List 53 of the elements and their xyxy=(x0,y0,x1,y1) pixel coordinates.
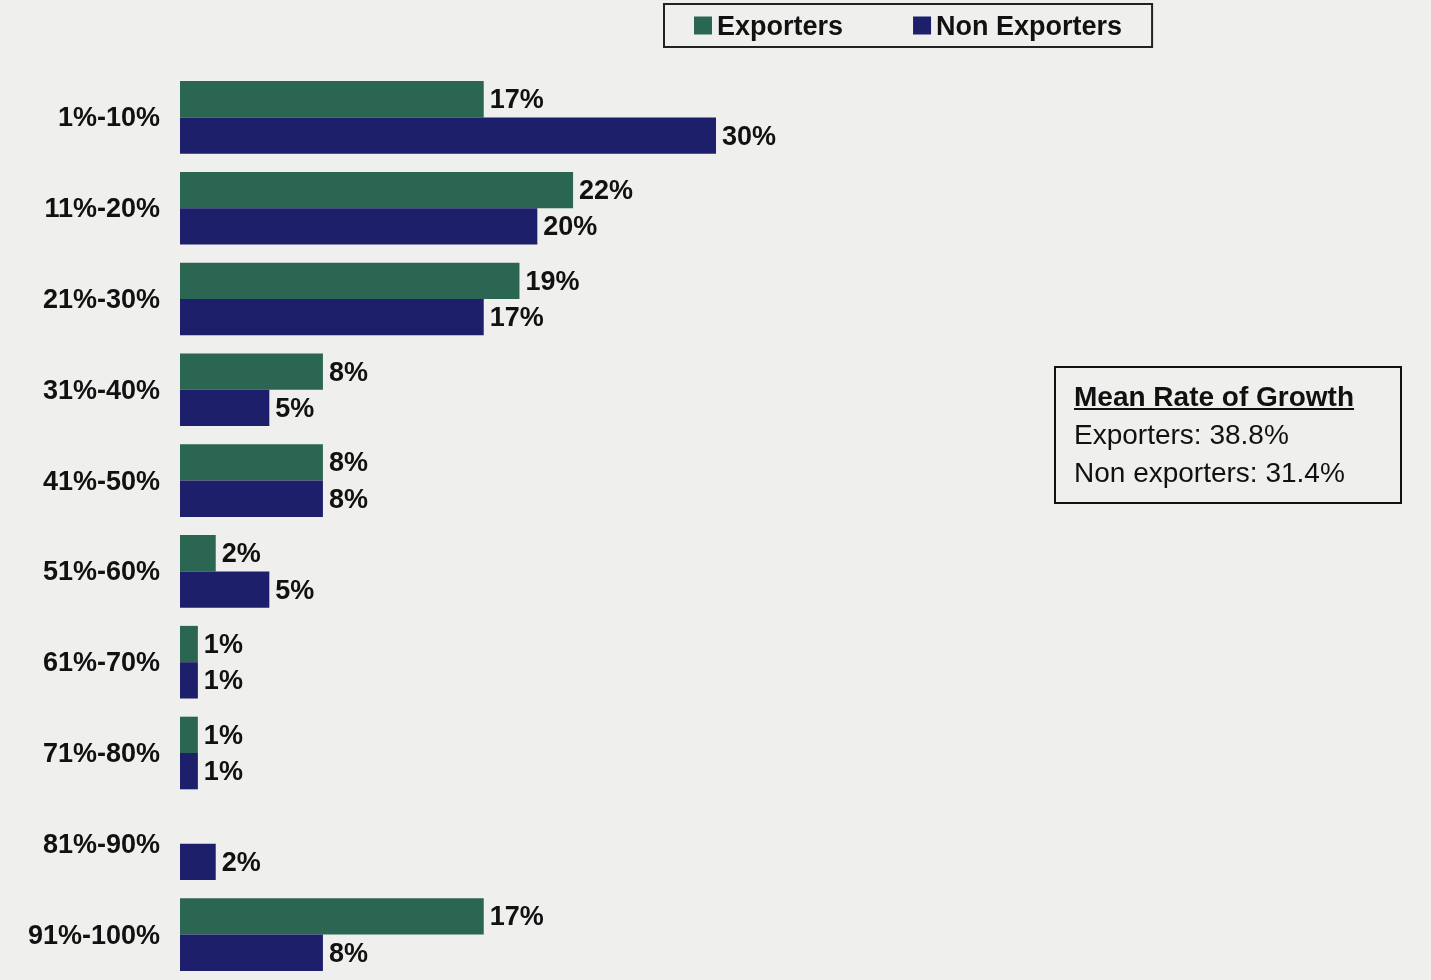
text: Mean Rate of Growth xyxy=(1074,380,1355,414)
bar xyxy=(180,535,216,572)
bar xyxy=(180,262,520,299)
data-label: 5% xyxy=(275,574,315,605)
data-label: 17% xyxy=(489,302,544,333)
data-label: 8% xyxy=(328,483,368,514)
data-label: 1% xyxy=(203,719,243,750)
data-label: 2% xyxy=(221,846,261,877)
y-tick-label: 21%-30% xyxy=(42,284,160,314)
data-label: 8% xyxy=(328,447,368,478)
data-label: 8% xyxy=(328,356,368,387)
y-tick-label: 41%-50% xyxy=(42,465,160,496)
bar xyxy=(180,81,484,118)
legend-label: Non Exporters xyxy=(936,10,1123,41)
bar xyxy=(180,662,198,699)
bar xyxy=(180,299,484,336)
y-tick-label: 81%-90% xyxy=(42,828,160,859)
data-label: 1% xyxy=(203,629,243,660)
bar xyxy=(180,934,323,971)
data-label: 1% xyxy=(203,756,243,787)
text: Exporters: 38.8% xyxy=(1074,418,1290,452)
bar xyxy=(180,389,270,427)
y-tick-label: 71%-80% xyxy=(42,738,160,768)
y-tick-label: 91%-100% xyxy=(27,919,160,950)
data-label: 17% xyxy=(489,84,544,115)
data-label: 22% xyxy=(579,175,634,206)
data-label: 5% xyxy=(275,392,315,423)
bar xyxy=(180,444,323,481)
bar xyxy=(180,353,323,390)
y-tick-label: 11%-20% xyxy=(44,193,160,224)
bar xyxy=(180,753,198,790)
data-label: 19% xyxy=(525,265,580,296)
data-label: 30% xyxy=(722,120,777,151)
y-tick-label: 31%-40% xyxy=(42,374,160,405)
bar xyxy=(180,480,323,517)
y-tick-label: 51%-60% xyxy=(42,556,160,587)
y-tick-label: 61%-70% xyxy=(42,647,160,678)
bar xyxy=(180,571,270,608)
bar xyxy=(180,208,538,245)
data-label: 17% xyxy=(489,901,544,932)
bar xyxy=(180,716,198,753)
data-label: 20% xyxy=(543,211,598,242)
data-label: 1% xyxy=(203,665,243,696)
data-label: 8% xyxy=(328,937,368,968)
bar xyxy=(180,171,574,209)
bar xyxy=(180,898,484,935)
bar xyxy=(180,843,216,881)
text: Non exporters: 31.4% xyxy=(1074,456,1346,490)
bar xyxy=(180,625,198,663)
data-label: 2% xyxy=(221,538,261,569)
y-tick-label: 1%-10% xyxy=(57,102,160,133)
legend-label: Exporters xyxy=(717,10,844,41)
bar xyxy=(180,117,716,154)
